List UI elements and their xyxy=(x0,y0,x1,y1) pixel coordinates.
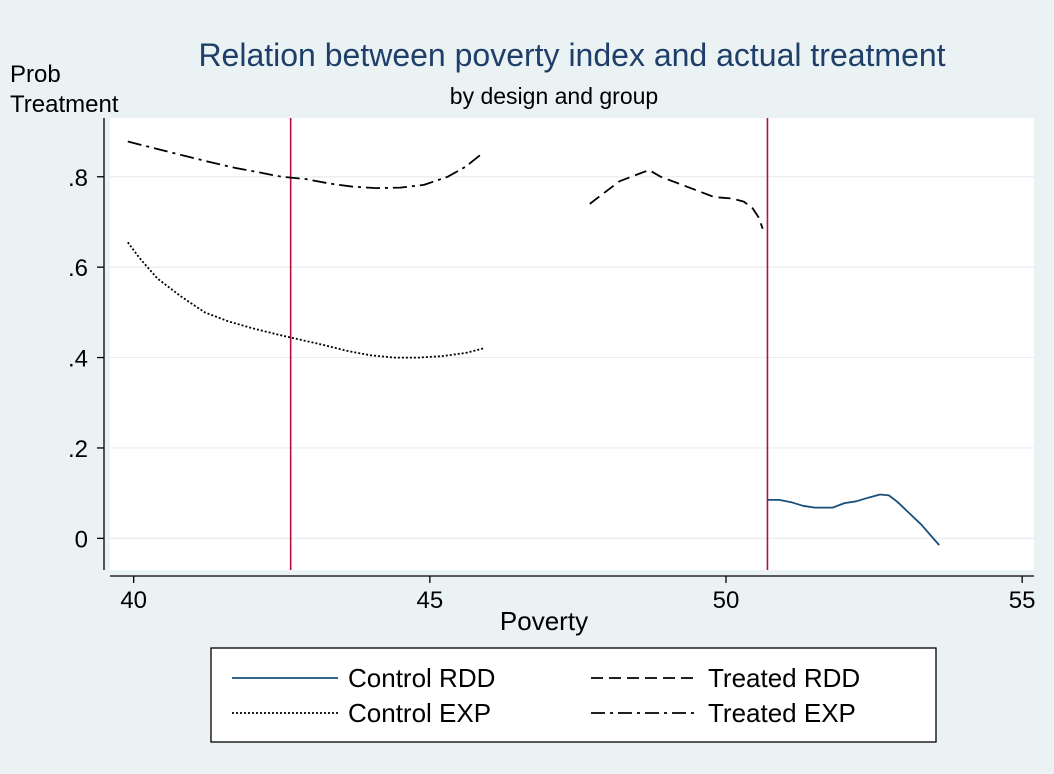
legend: Control RDD Treated RDD Control EXP Trea… xyxy=(210,647,937,743)
x-tick-label-0: 40 xyxy=(120,587,147,614)
y-tick-label-1: .2 xyxy=(68,436,88,463)
series-line-treated-rdd xyxy=(589,169,764,230)
legend-box xyxy=(210,647,937,743)
y-tick-label-2: .4 xyxy=(68,346,88,373)
legend-label-control-rdd: Control RDD xyxy=(348,663,495,693)
series-line-control-exp xyxy=(127,241,484,359)
y-tick-label-3: .6 xyxy=(68,255,88,282)
chart-subtitle: by design and group xyxy=(450,83,658,109)
y-ticks: 0 .2 .4 .6 .8 xyxy=(68,165,104,553)
x-axis-label: Poverty xyxy=(500,606,588,636)
grid-lines xyxy=(110,176,1034,539)
series-lines xyxy=(127,140,940,546)
y-axis-label-line1: Prob xyxy=(10,61,61,88)
legend-label-treated-exp: Treated EXP xyxy=(708,698,856,728)
x-tick-label-1: 45 xyxy=(416,587,443,614)
y-tick-label-0: 0 xyxy=(75,526,88,553)
x-tick-label-3: 55 xyxy=(1009,587,1036,614)
legend-label-treated-rdd: Treated RDD xyxy=(708,663,860,693)
series-line-treated-exp xyxy=(127,140,481,190)
x-tick-label-2: 50 xyxy=(713,587,740,614)
plot-area xyxy=(110,118,1034,570)
x-ticks: 40 45 50 55 xyxy=(120,576,1036,614)
y-tick-label-4: .8 xyxy=(68,165,88,192)
legend-label-control-exp: Control EXP xyxy=(348,698,491,728)
y-axis-label-line2: Treatment xyxy=(10,91,119,118)
chart-title: Relation between poverty index and actua… xyxy=(198,37,945,73)
cutoff-lines xyxy=(289,118,769,570)
series-line-control-rdd xyxy=(767,493,940,546)
